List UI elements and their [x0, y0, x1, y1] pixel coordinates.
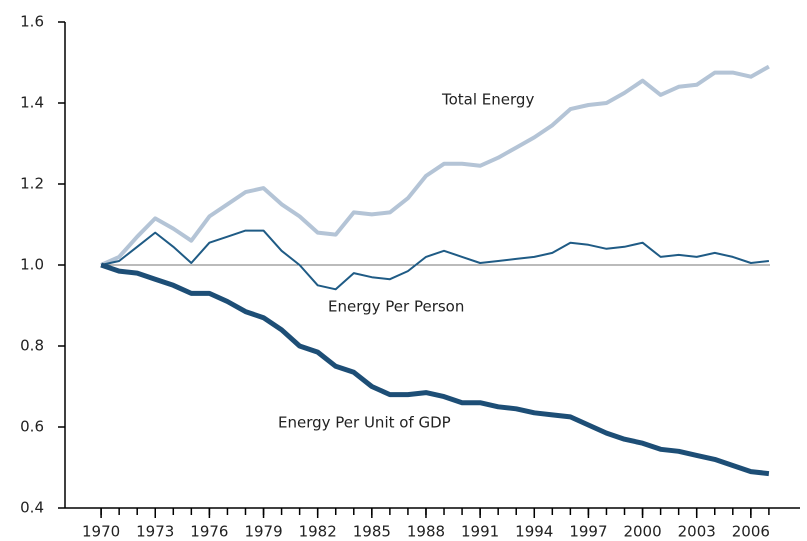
- y-tick-label: 0.6: [20, 418, 44, 436]
- x-tick-label: 1982: [299, 523, 337, 541]
- x-tick-label: 1997: [569, 523, 607, 541]
- series-label: Energy Per Person: [328, 298, 464, 316]
- series-line: [100, 262, 770, 477]
- y-tick-label: 1.0: [20, 256, 44, 274]
- y-tick-label: 0.8: [20, 337, 44, 355]
- x-tick-label: 1994: [515, 523, 553, 541]
- x-tick-label: 1991: [461, 523, 499, 541]
- series-line: [100, 64, 770, 267]
- x-tick-label: 1988: [407, 523, 445, 541]
- x-tick-label: 2000: [623, 523, 661, 541]
- y-tick-label: 0.4: [20, 499, 44, 517]
- x-tick-label: 1976: [190, 523, 228, 541]
- series-line: [100, 229, 770, 291]
- x-tick-label: 1970: [82, 523, 120, 541]
- x-tick-label: 2006: [732, 523, 770, 541]
- y-tick-label: 1.6: [20, 13, 44, 31]
- x-tick-label: 1979: [244, 523, 282, 541]
- series-label: Energy Per Unit of GDP: [278, 414, 451, 432]
- series-label: Total Energy: [441, 91, 534, 109]
- y-tick-label: 1.2: [20, 175, 44, 193]
- x-tick-label: 1973: [136, 523, 174, 541]
- x-tick-label: 1985: [353, 523, 391, 541]
- y-tick-label: 1.4: [20, 94, 44, 112]
- x-tick-label: 2003: [678, 523, 716, 541]
